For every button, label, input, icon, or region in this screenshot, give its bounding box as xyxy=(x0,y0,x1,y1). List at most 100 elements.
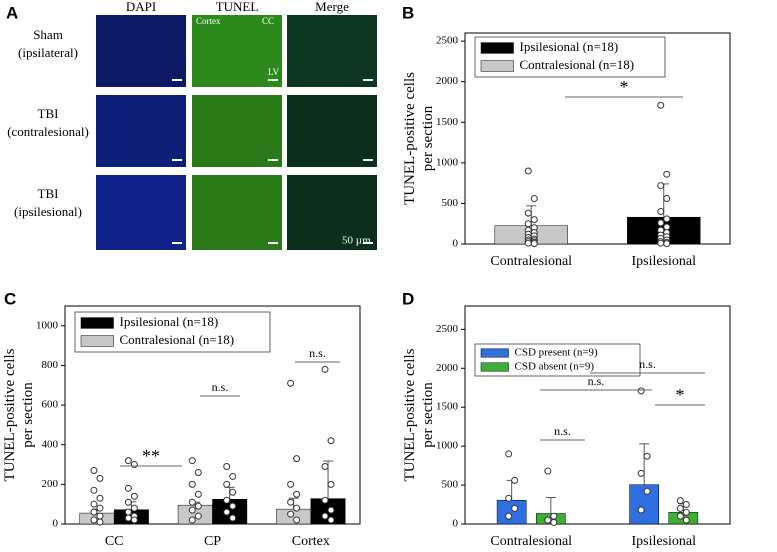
data-point xyxy=(188,506,196,514)
data-point xyxy=(544,516,552,524)
row-label: (ipsilateral) xyxy=(18,45,78,60)
data-point xyxy=(229,502,237,510)
data-point xyxy=(505,450,513,458)
legend-swatch xyxy=(480,348,509,358)
data-point xyxy=(511,504,519,512)
data-point xyxy=(124,457,132,465)
y-tick-label: 0 xyxy=(453,238,459,250)
data-point xyxy=(194,468,202,476)
data-point xyxy=(96,518,104,526)
data-point xyxy=(293,516,301,524)
y-tick-label: 400 xyxy=(42,438,59,450)
data-point xyxy=(287,510,295,518)
significance-label: n.s. xyxy=(212,380,229,394)
y-axis-label: TUNEL-positive cells per section xyxy=(2,348,36,481)
error-bar xyxy=(545,497,556,514)
y-axis-label-line: TUNEL-positive cells xyxy=(402,348,418,481)
data-point xyxy=(194,502,202,510)
data-point xyxy=(530,240,538,248)
data-point xyxy=(287,498,295,506)
panel-letter: D xyxy=(402,289,414,308)
data-point xyxy=(90,508,98,516)
data-point xyxy=(130,516,138,524)
image xyxy=(192,15,282,87)
significance-label: n.s. xyxy=(588,374,605,388)
data-point xyxy=(229,472,237,480)
data-point xyxy=(657,101,665,109)
legend-label: CSD present (n=9) xyxy=(515,347,599,359)
data-point xyxy=(96,504,104,512)
panel-letter: B xyxy=(402,3,414,22)
significance-label: * xyxy=(620,77,629,97)
data-point xyxy=(321,463,329,471)
data-point xyxy=(124,514,132,522)
y-tick-label: 2500 xyxy=(436,323,459,335)
y-tick-label: 2000 xyxy=(436,75,459,87)
data-point xyxy=(96,494,104,502)
y-tick-label: 0 xyxy=(53,518,59,530)
y-tick-label: 2000 xyxy=(436,362,459,374)
y-tick-label: 1500 xyxy=(436,401,459,413)
image xyxy=(287,95,377,167)
image xyxy=(96,175,186,250)
y-axis-label-line: per section xyxy=(420,382,436,448)
image-label: CC xyxy=(262,16,274,26)
image xyxy=(287,175,377,250)
plot-frame xyxy=(464,305,731,525)
data-point xyxy=(511,476,519,484)
data-point xyxy=(96,474,104,482)
image xyxy=(96,95,186,167)
y-tick-label: 800 xyxy=(42,359,59,371)
data-point xyxy=(124,498,132,506)
significance-label: * xyxy=(676,385,685,405)
column-header: TUNEL xyxy=(216,0,259,14)
legend-label: Contralesional (n=18) xyxy=(120,332,235,347)
data-point xyxy=(505,494,513,502)
y-tick-label: 1000 xyxy=(436,156,459,168)
data-point xyxy=(90,486,98,494)
legend-label: Ipsilesional (n=18) xyxy=(120,314,219,329)
data-point xyxy=(524,239,532,247)
data-point xyxy=(96,512,104,520)
data-point xyxy=(663,195,671,203)
legend-swatch xyxy=(480,60,514,72)
data-point xyxy=(321,512,329,520)
data-point xyxy=(637,387,645,395)
y-axis-label-line: per section xyxy=(420,105,436,171)
image-label: LV xyxy=(268,67,280,77)
micrographs xyxy=(96,15,377,250)
significance-label: n.s. xyxy=(554,424,571,438)
data-point xyxy=(124,508,132,516)
data-point xyxy=(327,480,335,488)
data-point xyxy=(637,469,645,477)
data-point xyxy=(90,500,98,508)
data-point xyxy=(643,487,651,495)
y-tick-label: 1500 xyxy=(436,116,459,128)
data-point xyxy=(188,516,196,524)
data-point xyxy=(676,497,684,505)
x-tick-label: Cortex xyxy=(292,534,330,549)
data-point xyxy=(124,484,132,492)
data-point xyxy=(657,208,665,216)
data-point xyxy=(188,457,196,465)
data-point xyxy=(663,240,671,248)
data-point xyxy=(550,512,558,520)
data-point xyxy=(530,216,538,224)
y-axis-label: TUNEL-positive cells per section xyxy=(402,348,436,481)
x-tick-label: Contralesional xyxy=(490,534,572,549)
data-point xyxy=(223,496,231,504)
y-axis-label-line: TUNEL-positive cells xyxy=(2,348,18,481)
y-axis-label: TUNEL-positive cells per section xyxy=(402,72,436,205)
data-point xyxy=(657,219,665,227)
row-label: TBI xyxy=(38,186,59,201)
data-point xyxy=(90,466,98,474)
y-tick-label: 2500 xyxy=(436,35,459,47)
y-axis-label-line: TUNEL-positive cells xyxy=(402,72,418,205)
error-bar xyxy=(639,443,650,485)
data-point xyxy=(293,490,301,498)
scale-label: 50 µm xyxy=(342,235,371,247)
panel-letter: A xyxy=(6,3,18,22)
data-point xyxy=(524,220,532,228)
data-point xyxy=(676,504,684,512)
